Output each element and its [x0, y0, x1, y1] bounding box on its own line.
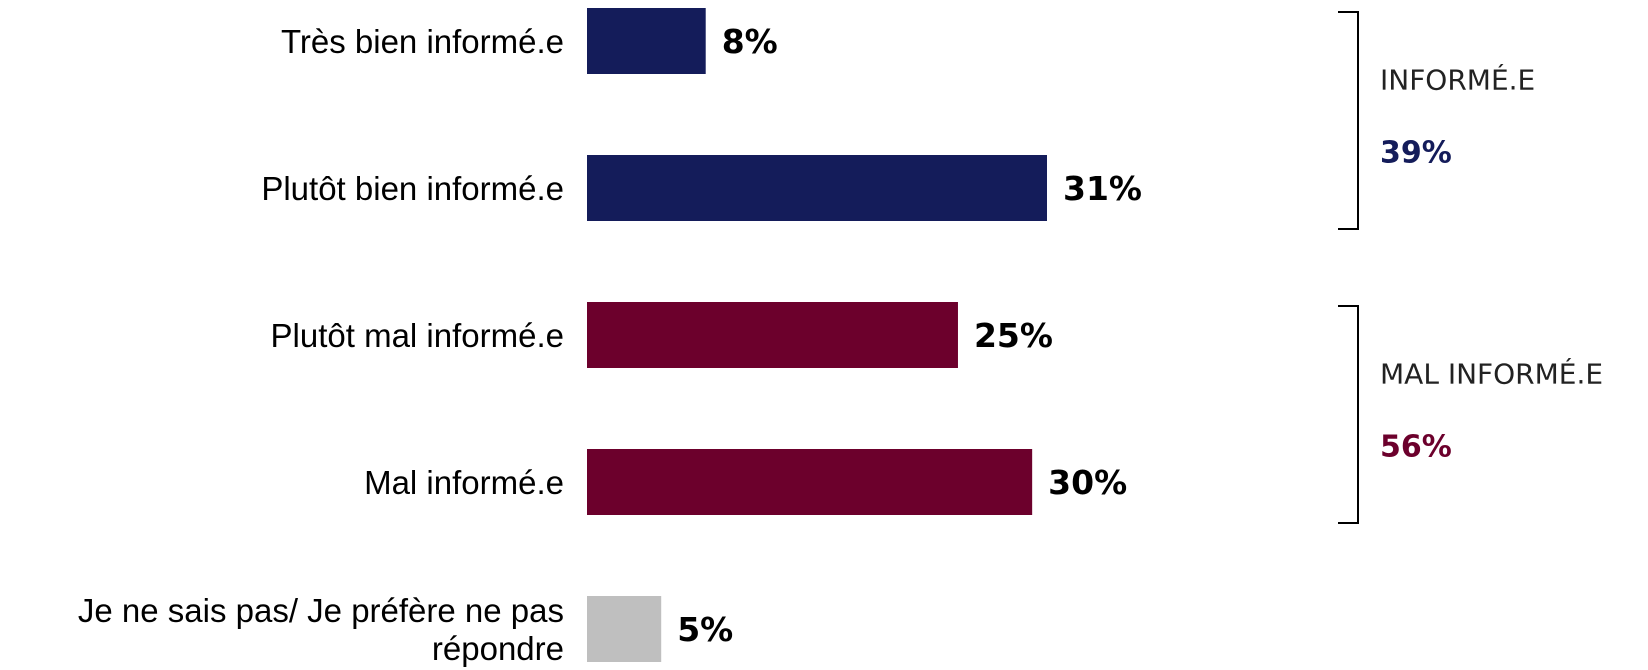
value-label: 30% [1048, 463, 1127, 502]
value-label: 8% [722, 22, 778, 61]
bar [587, 449, 1033, 515]
group-value: 39% [1380, 136, 1452, 171]
category-label: Plutôt bien informé.e [261, 170, 564, 207]
group-label: INFORMÉ.E [1380, 63, 1535, 97]
category-label: Je ne sais pas/ Je préfère ne pas [78, 592, 564, 629]
value-label: 25% [974, 316, 1053, 355]
bar [587, 596, 662, 662]
bar [587, 8, 706, 74]
value-label: 31% [1063, 169, 1142, 208]
group-label: MAL INFORMÉ.E [1380, 357, 1603, 391]
bar [587, 302, 958, 368]
group-bracket [1338, 11, 1359, 230]
group-bracket [1338, 305, 1359, 524]
category-label: Très bien informé.e [281, 23, 564, 60]
category-label: Mal informé.e [364, 464, 564, 501]
category-label: Plutôt mal informé.e [271, 317, 564, 354]
group-value: 56% [1380, 430, 1452, 465]
bar [587, 155, 1047, 221]
value-label: 5% [677, 610, 733, 649]
category-label: répondre [432, 630, 564, 667]
